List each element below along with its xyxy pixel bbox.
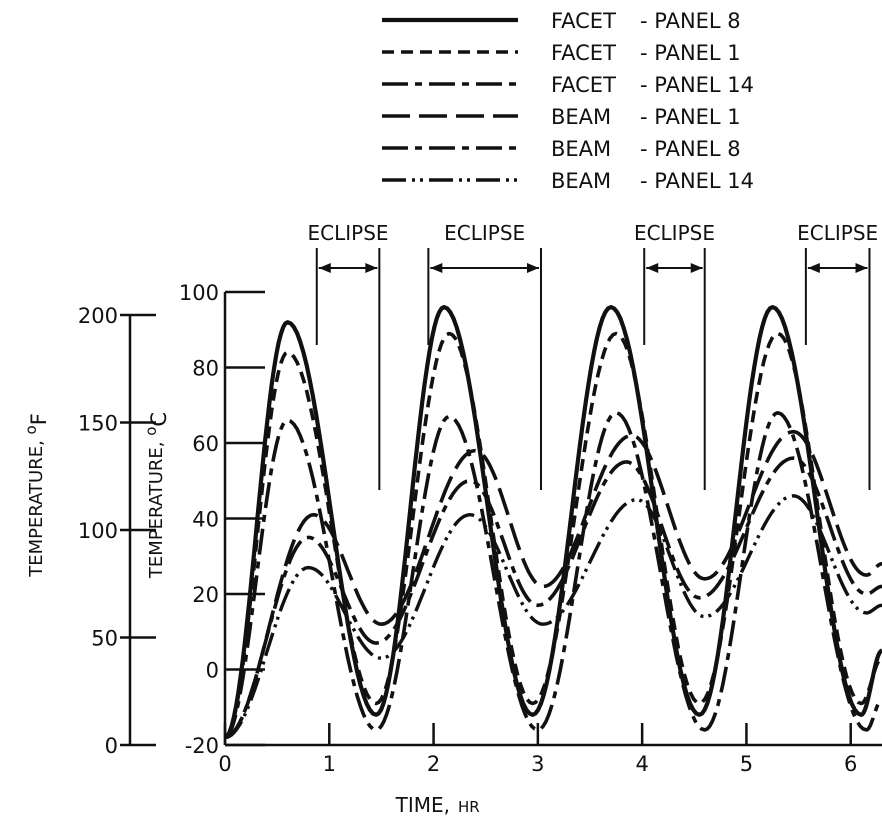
series-2-line bbox=[224, 331, 882, 740]
y-axis-c-label-degree: o bbox=[142, 427, 160, 436]
series-lines bbox=[223, 305, 882, 740]
legend-panel-4: - PANEL 1 bbox=[640, 105, 741, 129]
x-axis-unit: HR bbox=[458, 798, 480, 816]
legend-name-4: BEAM bbox=[551, 105, 611, 129]
series-1-line bbox=[223, 305, 882, 740]
legend-name-1: FACET bbox=[551, 9, 616, 33]
f-tick-label: 50 bbox=[91, 627, 118, 651]
legend-panel-2: - PANEL 1 bbox=[640, 41, 741, 65]
y-axis-c-label: TEMPERATURE, oC bbox=[142, 412, 171, 579]
x-tick-label: 3 bbox=[531, 752, 544, 776]
legend-name-5: BEAM bbox=[551, 137, 611, 161]
x-tick-label: 6 bbox=[844, 752, 857, 776]
eclipse-arrow-right bbox=[365, 263, 378, 273]
legend: FACET - PANEL 8 FACET - PANEL 1 FACET - PANEL… bbox=[382, 9, 754, 193]
y-axis-f-label-unit: F bbox=[27, 413, 51, 425]
legend-panel-6: - PANEL 14 bbox=[640, 169, 754, 193]
legend-panel-3: - PANEL 14 bbox=[640, 73, 754, 97]
f-tick-label: 0 bbox=[105, 734, 118, 758]
y-tick-label: 0 bbox=[206, 659, 219, 683]
series-4-line bbox=[224, 429, 882, 740]
f-tick-label: 200 bbox=[78, 304, 118, 328]
y-tick-label: 40 bbox=[192, 508, 219, 532]
x-tick-label: 4 bbox=[635, 752, 648, 776]
legend-name-3: FACET bbox=[551, 73, 616, 97]
y-tick-label: 100 bbox=[179, 281, 219, 305]
legend-panel-5: - PANEL 8 bbox=[640, 137, 741, 161]
y-axis-f-label-text: TEMPERATURE, oF bbox=[22, 413, 51, 578]
y-axis-c-label-main: TEMPERATURE, bbox=[146, 436, 167, 579]
y-axis-f-label: TEMPERATURE, oF bbox=[22, 413, 51, 578]
y-tick-label: -20 bbox=[185, 734, 219, 758]
eclipse-arrow-left bbox=[807, 263, 820, 273]
eclipse-arrow-left bbox=[646, 263, 659, 273]
eclipse-arrow-right bbox=[526, 263, 539, 273]
eclipse-label: ECLIPSE bbox=[444, 221, 525, 245]
y-axis-f-label-main: TEMPERATURE, bbox=[26, 434, 47, 577]
series-6-line bbox=[224, 494, 882, 740]
series-3-line bbox=[224, 411, 882, 740]
y-axis-c-label-text: TEMPERATURE, oC bbox=[142, 412, 171, 579]
f-tick-label: 150 bbox=[78, 412, 118, 436]
y-axis-f-label-degree: o bbox=[22, 425, 40, 434]
legend-name-2: FACET bbox=[551, 41, 616, 65]
x-tick-label: 2 bbox=[427, 752, 440, 776]
legend-panel-1: - PANEL 8 bbox=[640, 9, 741, 33]
x-tick-label: 0 bbox=[218, 752, 231, 776]
eclipse-arrow-right bbox=[855, 263, 868, 273]
f-tick-label: 100 bbox=[78, 519, 118, 543]
eclipse-arrow-right bbox=[690, 263, 703, 273]
eclipse-markers: ECLIPSE ECLIPSE ECLIPSE ECLIPSE bbox=[308, 221, 878, 490]
x-tick-label: 5 bbox=[740, 752, 753, 776]
x-tick-label: 1 bbox=[323, 752, 336, 776]
y-tick-label: 60 bbox=[192, 432, 219, 456]
eclipse-label: ECLIPSE bbox=[797, 221, 878, 245]
y-tick-label: 20 bbox=[192, 583, 219, 607]
eclipse-label: ECLIPSE bbox=[634, 221, 715, 245]
eclipse-arrow-left bbox=[318, 263, 331, 273]
y-axis-c-label-unit: C bbox=[147, 412, 171, 427]
y-tick-label: 80 bbox=[192, 357, 219, 381]
series-5-line bbox=[224, 456, 882, 740]
legend-name-6: BEAM bbox=[551, 169, 611, 193]
x-axis-label: TIME, bbox=[395, 793, 450, 817]
eclipse-arrow-left bbox=[430, 263, 443, 273]
eclipse-label: ECLIPSE bbox=[308, 221, 389, 245]
